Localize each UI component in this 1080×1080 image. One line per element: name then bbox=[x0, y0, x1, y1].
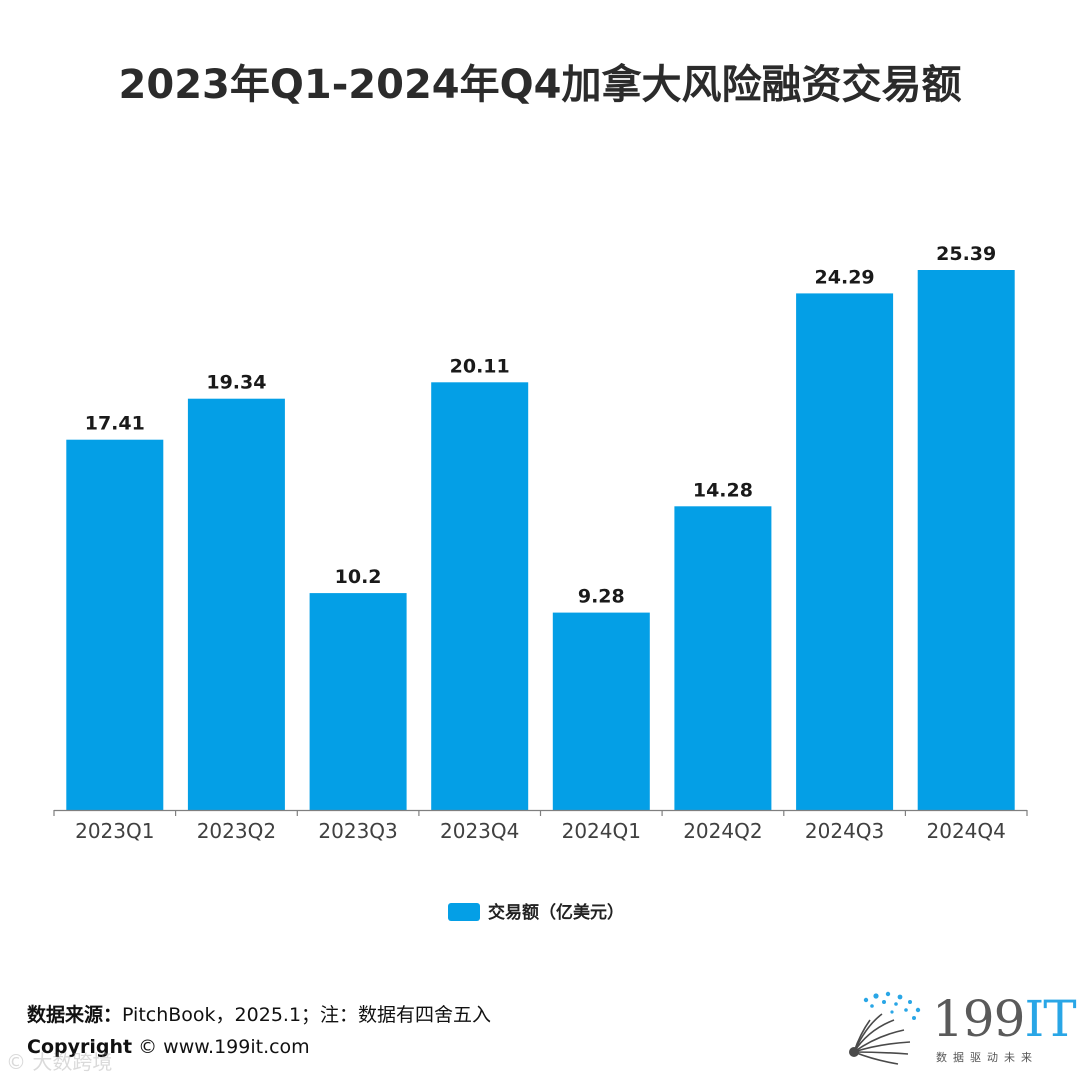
legend-swatch bbox=[448, 903, 480, 921]
x-tick-label-2024Q2: 2024Q2 bbox=[683, 819, 762, 843]
x-tick-label-2023Q2: 2023Q2 bbox=[197, 819, 276, 843]
x-axis: 2023Q1 2023Q2 2023Q3 2023Q4 2024Q1 2024Q2 2024… bbox=[53, 809, 1028, 843]
bar-2023Q4 bbox=[431, 382, 529, 810]
chart-title: 2023年Q1-2024年Q4加拿大风险融资交易额 bbox=[118, 62, 962, 108]
data-label-2023Q1: 17.41 bbox=[85, 413, 145, 435]
data-label-2023Q4: 20.11 bbox=[450, 355, 510, 377]
x-tick-label-2024Q3: 2024Q3 bbox=[805, 819, 884, 843]
x-tick-label-2024Q1: 2024Q1 bbox=[562, 819, 641, 843]
logo-tagline: 数据驱动未来 bbox=[936, 1051, 1038, 1064]
logo-it: IT bbox=[1024, 990, 1076, 1048]
legend-label: 交易额（亿美元） bbox=[488, 902, 624, 923]
copyright-note: Copyright © www.199it.com bbox=[27, 1036, 310, 1058]
bar-2024Q3 bbox=[796, 293, 894, 810]
data-label-2024Q1: 9.28 bbox=[578, 586, 625, 608]
logo-icon bbox=[849, 991, 921, 1065]
bar-chart: 17.41 19.34 10.2 20.11 9.28 14.28 24.29 25.39 2… bbox=[53, 243, 1028, 923]
bar-2023Q1 bbox=[66, 439, 164, 810]
bar-2024Q4 bbox=[917, 270, 1015, 810]
data-label-2024Q2: 14.28 bbox=[693, 479, 753, 501]
data-label-2024Q3: 24.29 bbox=[815, 266, 875, 288]
bar-2024Q2 bbox=[674, 506, 772, 810]
bars-layer bbox=[66, 270, 1015, 810]
data-label-2024Q4: 25.39 bbox=[936, 243, 996, 265]
copyright-text: © www.199it.com bbox=[132, 1036, 310, 1058]
x-tick-label-2024Q4: 2024Q4 bbox=[927, 819, 1006, 843]
source-text: PitchBook，2025.1；注：数据有四舍五入 bbox=[122, 1004, 492, 1026]
copyright-label: Copyright bbox=[27, 1036, 133, 1058]
x-tick-label-2023Q1: 2023Q1 bbox=[75, 819, 154, 843]
data-label-2023Q2: 19.34 bbox=[206, 372, 266, 394]
source-label: 数据来源： bbox=[27, 1004, 123, 1026]
source-note: 数据来源：PitchBook，2025.1；注：数据有四舍五入 bbox=[27, 1000, 491, 1027]
logo-text: 199IT bbox=[932, 994, 1077, 1044]
bar-2024Q1 bbox=[552, 612, 650, 810]
legend: 交易额（亿美元） bbox=[448, 902, 624, 923]
x-tick-label-2023Q3: 2023Q3 bbox=[318, 819, 397, 843]
bar-2023Q3 bbox=[309, 593, 407, 810]
data-label-2023Q3: 10.2 bbox=[335, 566, 382, 588]
data-labels-layer: 17.41 19.34 10.2 20.11 9.28 14.28 24.29 25.39 bbox=[85, 243, 997, 608]
logo-number: 199 bbox=[932, 990, 1025, 1048]
watermark: © 大数跨境 bbox=[6, 1050, 113, 1074]
x-tick-label-2023Q4: 2023Q4 bbox=[440, 819, 519, 843]
bar-2023Q2 bbox=[187, 398, 285, 810]
